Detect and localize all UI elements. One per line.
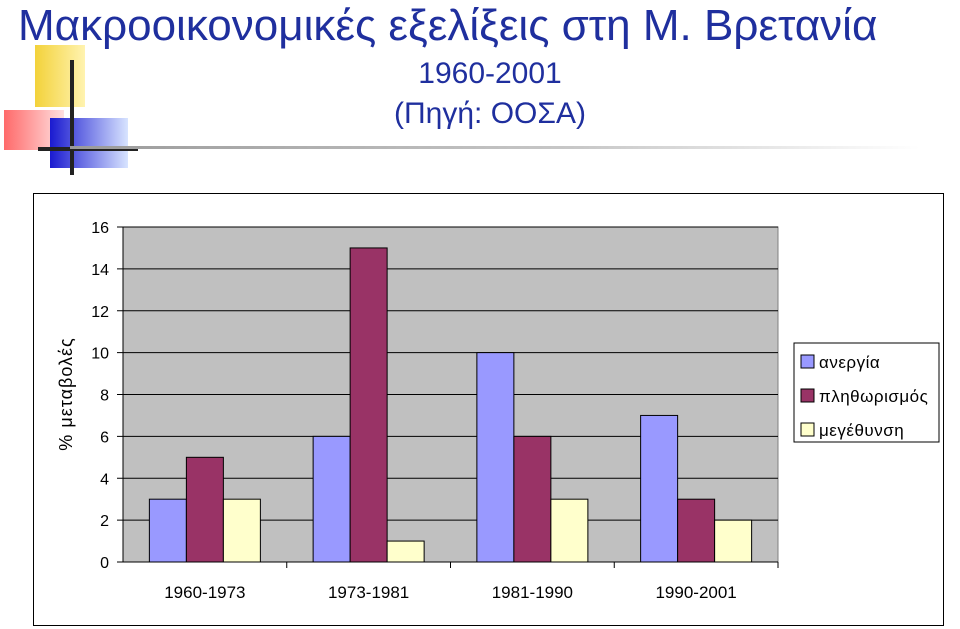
legend-swatch [800,354,815,369]
logo-yellow-square [35,45,85,107]
y-tick-label: 8 [100,388,109,405]
x-tick-label: 1960-1973 [164,583,245,602]
subtitle-source: (Πηγή: ΟΟΣΑ) [394,97,586,130]
subtitle-period: 1960-2001 [418,57,562,90]
legend-label: ανεργία [819,353,880,372]
y-tick-label: 0 [100,555,109,572]
legend-box [793,342,940,443]
logo-vertical-line [70,60,74,175]
logo-decoration [0,40,140,180]
bar-3-2 [386,540,425,563]
legend: ανεργία πληθωρισμός μεγέθυνση [793,342,940,443]
legend-swatch [800,422,815,437]
y-tick-label: 6 [100,429,109,446]
title-divider [70,146,920,149]
bar-2-2 [349,247,388,563]
logo-blue-square [50,118,128,168]
y-tick-label: 10 [91,346,109,363]
bar-3-1 [222,498,261,563]
legend-label: πληθωρισμός [819,387,928,406]
bar-2-1 [185,456,224,563]
bar-3-3 [550,498,589,563]
x-tick-labels: 1960-1973 1973-1981 1981-1990 1990-2001 [164,583,737,602]
y-tick-label: 2 [100,513,109,530]
y-tick-label: 4 [100,471,109,488]
y-tick-label: 16 [91,220,109,237]
x-tick-label: 1973-1981 [328,583,409,602]
bar-1-3 [476,352,515,563]
bar-2-3 [513,435,552,563]
logo-horizontal-line [38,147,138,151]
y-tick-labels: 0 2 4 6 8 10 12 14 16 [91,220,109,572]
y-tick-label: 14 [91,262,109,279]
bar-1-2 [312,435,351,563]
bar-1-1 [148,498,187,563]
chart-frame [33,193,944,626]
y-tick-label: 12 [91,304,109,321]
bar-1-4 [640,414,679,563]
bar-2-4 [677,498,716,563]
legend-swatch [800,388,815,403]
axes [117,226,779,568]
x-tick-label: 1981-1990 [492,583,573,602]
y-axis-label: % μεταβολές [56,337,76,450]
page-title: Μακροοικονομικές εξελίξεις στη Μ. Βρεταν… [18,1,878,50]
bar-3-4 [714,519,753,563]
legend-label: μεγέθυνση [819,421,904,440]
x-tick-label: 1990-2001 [655,583,736,602]
